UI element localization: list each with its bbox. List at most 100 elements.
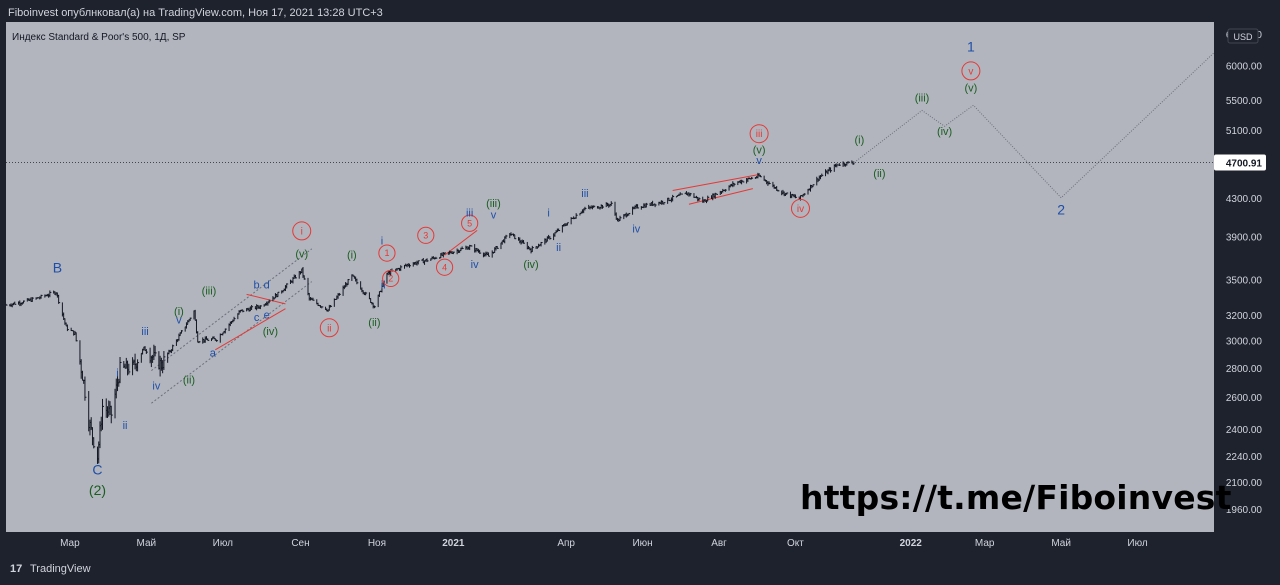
wave-label: i: [381, 236, 383, 248]
red-trendline: [672, 173, 760, 191]
publisher-header: Fiboinvest опублнковал(а) на TradingView…: [0, 0, 1280, 26]
price-tick-label: 3000.00: [1226, 336, 1263, 347]
time-axis[interactable]: [0, 532, 1280, 552]
wave-label: ii: [123, 420, 128, 432]
wave-label: 5: [467, 218, 472, 228]
wave-label: iv: [152, 381, 160, 393]
axis-labels-group: 1960.00 2100.00 2240.00 2400.00 2600.00 2800.…: [60, 28, 1266, 549]
channel-line: [151, 281, 313, 404]
time-tick-label: Июл: [213, 538, 233, 549]
wave-label: 1: [384, 248, 389, 258]
wave-channel-group: [151, 173, 760, 404]
wave-label: i: [301, 226, 303, 237]
last-price-tag: [1214, 154, 1266, 171]
wave-label: e: [264, 310, 270, 322]
price-tick-label: 3200.00: [1226, 311, 1263, 322]
wave-label: 3: [423, 230, 428, 240]
price-bars-group: [5, 160, 855, 464]
time-tick-label: Май: [137, 538, 157, 549]
wave-label: v: [756, 155, 762, 167]
wave-label-circle: [461, 214, 479, 232]
chart-pane[interactable]: [6, 22, 1214, 532]
price-tick-label: 2240.00: [1226, 452, 1263, 463]
tradingview-logo-icon: 17: [10, 563, 23, 575]
wave-label: iii: [466, 208, 473, 220]
wave-projection-path: [854, 52, 1215, 199]
time-tick-label: 2021: [442, 538, 465, 549]
wave-label: iv: [471, 259, 479, 271]
time-tick-label: Май: [1051, 538, 1071, 549]
wave-label: (v): [295, 248, 308, 260]
time-tick-label: Окт: [787, 538, 804, 549]
time-tick-label: 2022: [900, 538, 923, 549]
wave-label: (2): [89, 482, 106, 498]
wave-label: v: [491, 210, 497, 222]
wave-label: c: [254, 312, 260, 324]
wave-label: a: [210, 348, 217, 360]
time-tick-label: Апр: [557, 538, 575, 549]
time-tick-label: Июл: [1127, 538, 1147, 549]
wave-label-circle: [378, 244, 396, 262]
wave-label: C: [92, 461, 102, 477]
red-trendline: [688, 188, 753, 205]
price-tick-label: 6000.00: [1226, 62, 1263, 73]
wave-label-circle: [790, 198, 810, 218]
wave-label-circle: [417, 226, 435, 244]
wave-label: (iii): [915, 93, 930, 105]
wave-label: d: [264, 279, 270, 291]
price-tick-label: 3900.00: [1226, 232, 1263, 243]
wave-label: B: [53, 260, 62, 276]
projection-path-group: [854, 52, 1215, 199]
price-tick-label: 2600.00: [1226, 393, 1263, 404]
wave-label: 1: [967, 38, 975, 54]
wave-label: (i): [347, 249, 357, 261]
price-tick-label: 2400.00: [1226, 425, 1263, 436]
wave-label: v: [968, 66, 973, 77]
wave-label-circle: [382, 269, 400, 288]
price-tick-label: 5500.00: [1226, 96, 1263, 107]
wave-label: iii: [581, 188, 588, 200]
wave-label: iv: [797, 204, 804, 215]
telegram-link-watermark: https://t.me/Fiboinvest: [800, 478, 1232, 517]
wave-label: v: [176, 315, 182, 327]
wave-label: (iv): [937, 126, 952, 138]
wave-label-circle: [319, 318, 339, 338]
price-axis[interactable]: [1214, 22, 1280, 552]
wave-label: (iii): [202, 285, 217, 297]
wave-label: (v): [753, 144, 766, 156]
price-tick-label: 2100.00: [1226, 478, 1263, 489]
wave-label: (v): [964, 83, 977, 95]
tradingview-footer: 17 TradingView: [0, 552, 1280, 585]
wave-label: (i): [854, 135, 864, 147]
time-tick-label: Мар: [975, 538, 995, 549]
currency-label: USD: [1233, 32, 1253, 42]
wave-label: (iv): [263, 326, 278, 338]
price-tick-label: 5100.00: [1226, 126, 1263, 137]
wave-label-circle: [292, 221, 312, 241]
wave-label: (ii): [183, 375, 195, 387]
wave-label: (ii): [368, 317, 380, 329]
time-tick-label: Ноя: [368, 538, 386, 549]
symbol-label: Индекс Standard & Poor's 500, 1Д, SP: [12, 32, 186, 43]
time-tick-label: Сен: [291, 538, 309, 549]
currency-box: [1227, 28, 1259, 44]
wave-label-circle: [749, 124, 769, 144]
red-trendline: [215, 308, 286, 351]
wave-label: ii: [327, 323, 331, 334]
wave-label: (iii): [486, 198, 501, 210]
red-trendline: [246, 293, 286, 305]
time-tick-label: Мар: [60, 538, 80, 549]
wave-label: iv: [632, 223, 640, 235]
wave-label: ii: [556, 242, 561, 254]
price-tick-label: 4300.00: [1226, 194, 1263, 205]
wave-label: (ii): [873, 168, 885, 180]
publisher-text: Fiboinvest опублнковал(а) на TradingView…: [8, 7, 383, 19]
time-tick-label: Авг: [711, 538, 727, 549]
wave-label: (i): [174, 306, 184, 318]
time-tick-label: Июн: [632, 538, 652, 549]
wave-label: iii: [756, 129, 763, 140]
wave-label: ii: [381, 279, 386, 291]
wave-label: 2: [1057, 202, 1065, 218]
